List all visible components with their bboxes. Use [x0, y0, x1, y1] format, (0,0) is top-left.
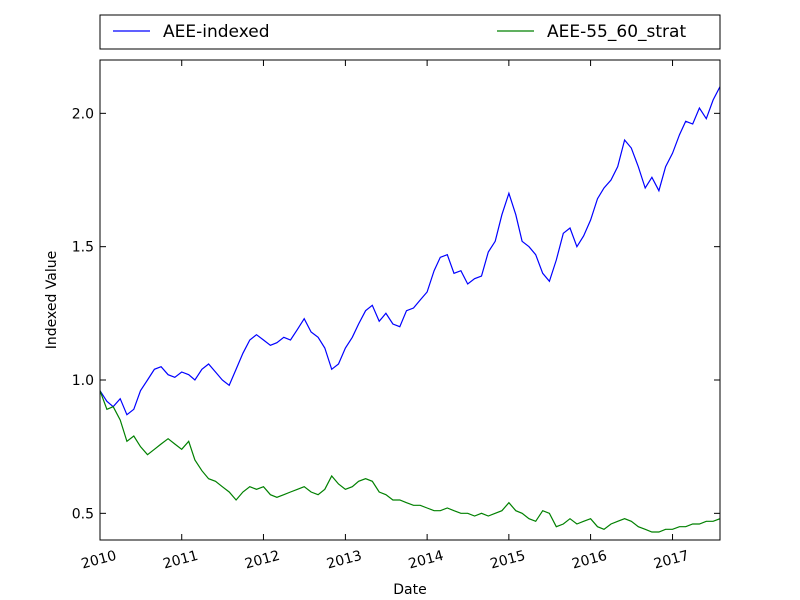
series-group [100, 86, 720, 533]
y-axis: 0.5 1.0 1.5 2.0 [72, 106, 720, 522]
x-tick-label: 2010 [80, 548, 119, 573]
x-tick-label: 2013 [325, 548, 364, 573]
legend-frame [99, 14, 721, 50]
x-tick-label: 2011 [161, 548, 200, 573]
legend-label-aee-strat: AEE-55_60_strat [547, 22, 686, 42]
y-tick-label: 1.0 [72, 373, 94, 389]
x-tick-label: 2014 [407, 548, 446, 573]
y-axis-label: Indexed Value [44, 251, 60, 350]
legend: AEE-indexed AEE-55_60_strat [99, 14, 721, 50]
x-axis-label: Date [393, 582, 426, 598]
y-tick-label: 1.5 [72, 240, 94, 256]
series-line-aee-strat [100, 390, 720, 533]
x-tick-label: 2012 [243, 548, 282, 573]
legend-label-aee-indexed: AEE-indexed [163, 22, 269, 42]
series-line-aee-indexed [100, 86, 720, 416]
plot-frame [99, 59, 721, 541]
y-tick-label: 0.5 [72, 506, 94, 522]
x-tick-label: 2017 [652, 548, 691, 573]
y-tick-label: 2.0 [72, 106, 94, 122]
x-axis: 2010 2011 2012 2013 2014 2015 2016 2017 [80, 60, 691, 572]
x-tick-label: 2015 [489, 548, 528, 573]
x-tick-label: 2016 [570, 548, 609, 573]
